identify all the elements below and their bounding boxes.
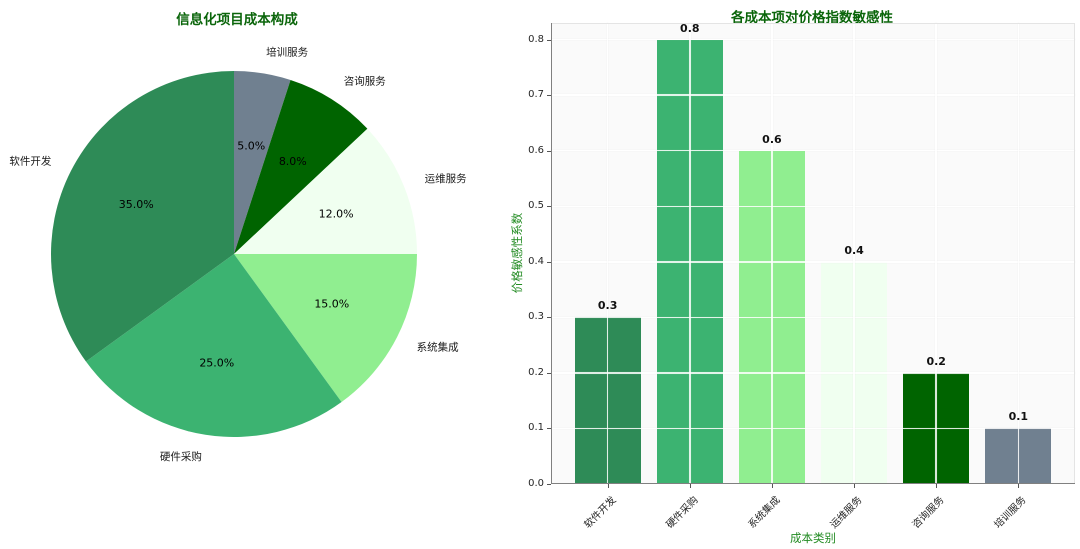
bar-y-axis-label: 价格敏感性系数 bbox=[510, 212, 524, 294]
gridline-horizontal bbox=[551, 38, 1075, 41]
gridline-horizontal bbox=[551, 261, 1075, 263]
y-tick-label: 0.2 bbox=[528, 366, 544, 378]
x-tick-label: 硬件采购 bbox=[664, 494, 701, 531]
pie-category-label: 咨询服务 bbox=[344, 75, 386, 88]
spine-right bbox=[1074, 23, 1075, 484]
y-tick-mark bbox=[547, 484, 551, 485]
x-tick-mark bbox=[936, 484, 938, 488]
y-tick-label: 0.8 bbox=[528, 33, 544, 45]
bar-value-label: 0.2 bbox=[926, 354, 946, 368]
pie-slice bbox=[234, 254, 417, 403]
y-tick-label: 0.3 bbox=[528, 311, 544, 323]
y-tick-mark bbox=[547, 261, 551, 263]
gridline-horizontal bbox=[551, 205, 1075, 208]
y-tick-mark bbox=[547, 150, 551, 152]
pie-category-label: 运维服务 bbox=[425, 172, 467, 185]
y-tick-label: 0.6 bbox=[528, 144, 544, 156]
pie-chart: 培训服务 5.0% 咨询服务 8.0% 运维服务 12.0% 系统集成 15.0% 硬件采购 25… bbox=[9, 45, 467, 463]
pie-percent-label: 15.0% bbox=[314, 298, 349, 311]
pie-slice bbox=[234, 79, 368, 255]
y-tick-label: 0.1 bbox=[528, 422, 544, 434]
pie-percent-label: 35.0% bbox=[119, 198, 154, 211]
bar-chart-title: 各成本项对价格指数敏感性 bbox=[731, 10, 893, 26]
bar-plot-area: 0.0 0.1 0.2 0.3 0.4 0.5 0.6 0.7 0.8 0.3 软件开发 0.8 硬件采… bbox=[528, 21, 1075, 531]
gridline-vertical bbox=[771, 23, 773, 484]
x-tick-label: 软件开发 bbox=[582, 494, 619, 531]
gridline-vertical bbox=[935, 23, 937, 484]
y-tick-mark bbox=[547, 95, 551, 97]
gridline-horizontal bbox=[551, 149, 1075, 152]
gridline-vertical bbox=[853, 23, 855, 484]
gridline-horizontal bbox=[551, 372, 1075, 374]
pie-category-label: 硬件采购 bbox=[160, 450, 202, 463]
pie-percent-label: 12.0% bbox=[319, 207, 354, 220]
gridline-vertical bbox=[606, 23, 609, 484]
bar-value-label: 0.3 bbox=[597, 299, 618, 313]
y-tick-label: 0.5 bbox=[528, 200, 544, 212]
pie-category-label: 培训服务 bbox=[266, 45, 308, 58]
x-tick-label: 系统集成 bbox=[746, 494, 783, 531]
bar-value-label: 0.8 bbox=[680, 21, 700, 35]
gridline-horizontal bbox=[551, 316, 1075, 319]
x-tick-label: 培训服务 bbox=[992, 494, 1029, 531]
x-tick-mark bbox=[607, 484, 609, 488]
pie-category-label: 系统集成 bbox=[417, 341, 459, 354]
pie-percent-label: 25.0% bbox=[199, 356, 234, 369]
bar-value-label: 0.4 bbox=[844, 243, 864, 257]
bar-value-label: 0.6 bbox=[762, 132, 782, 146]
spine-bottom bbox=[551, 483, 1075, 484]
bar-x-axis-label: 成本类别 bbox=[790, 531, 836, 545]
x-tick-mark bbox=[1018, 484, 1020, 488]
x-tick-mark bbox=[771, 484, 773, 488]
y-tick-label: 0.4 bbox=[528, 255, 544, 267]
spine-left bbox=[551, 23, 552, 484]
x-tick-mark bbox=[854, 484, 856, 488]
y-tick-label: 0.7 bbox=[528, 89, 544, 101]
gridline-vertical bbox=[1017, 23, 1020, 484]
gridline-horizontal bbox=[551, 427, 1075, 430]
y-tick-mark bbox=[547, 372, 551, 374]
pie-chart-title: 信息化项目成本构成 bbox=[176, 12, 298, 28]
gridline-vertical bbox=[689, 23, 691, 484]
y-tick-label: 0.0 bbox=[528, 478, 544, 489]
pie-category-label: 软件开发 bbox=[9, 155, 51, 168]
y-tick-mark bbox=[547, 317, 551, 319]
pie-percent-label: 5.0% bbox=[237, 139, 265, 152]
x-tick-mark bbox=[689, 484, 691, 488]
pie-slice bbox=[85, 254, 342, 437]
pie-slice bbox=[234, 71, 291, 254]
pie-percent-label: 8.0% bbox=[279, 155, 307, 168]
pie-slice bbox=[234, 128, 417, 254]
y-tick-mark bbox=[547, 39, 551, 41]
gridline-horizontal bbox=[551, 94, 1075, 96]
y-tick-mark bbox=[547, 428, 551, 430]
x-tick-label: 运维服务 bbox=[828, 494, 865, 531]
bar-value-label: 0.1 bbox=[1008, 410, 1029, 424]
spine-top bbox=[551, 23, 1075, 24]
pie-slice bbox=[51, 71, 234, 362]
y-tick-mark bbox=[547, 206, 551, 208]
x-tick-label: 咨询服务 bbox=[910, 494, 947, 531]
